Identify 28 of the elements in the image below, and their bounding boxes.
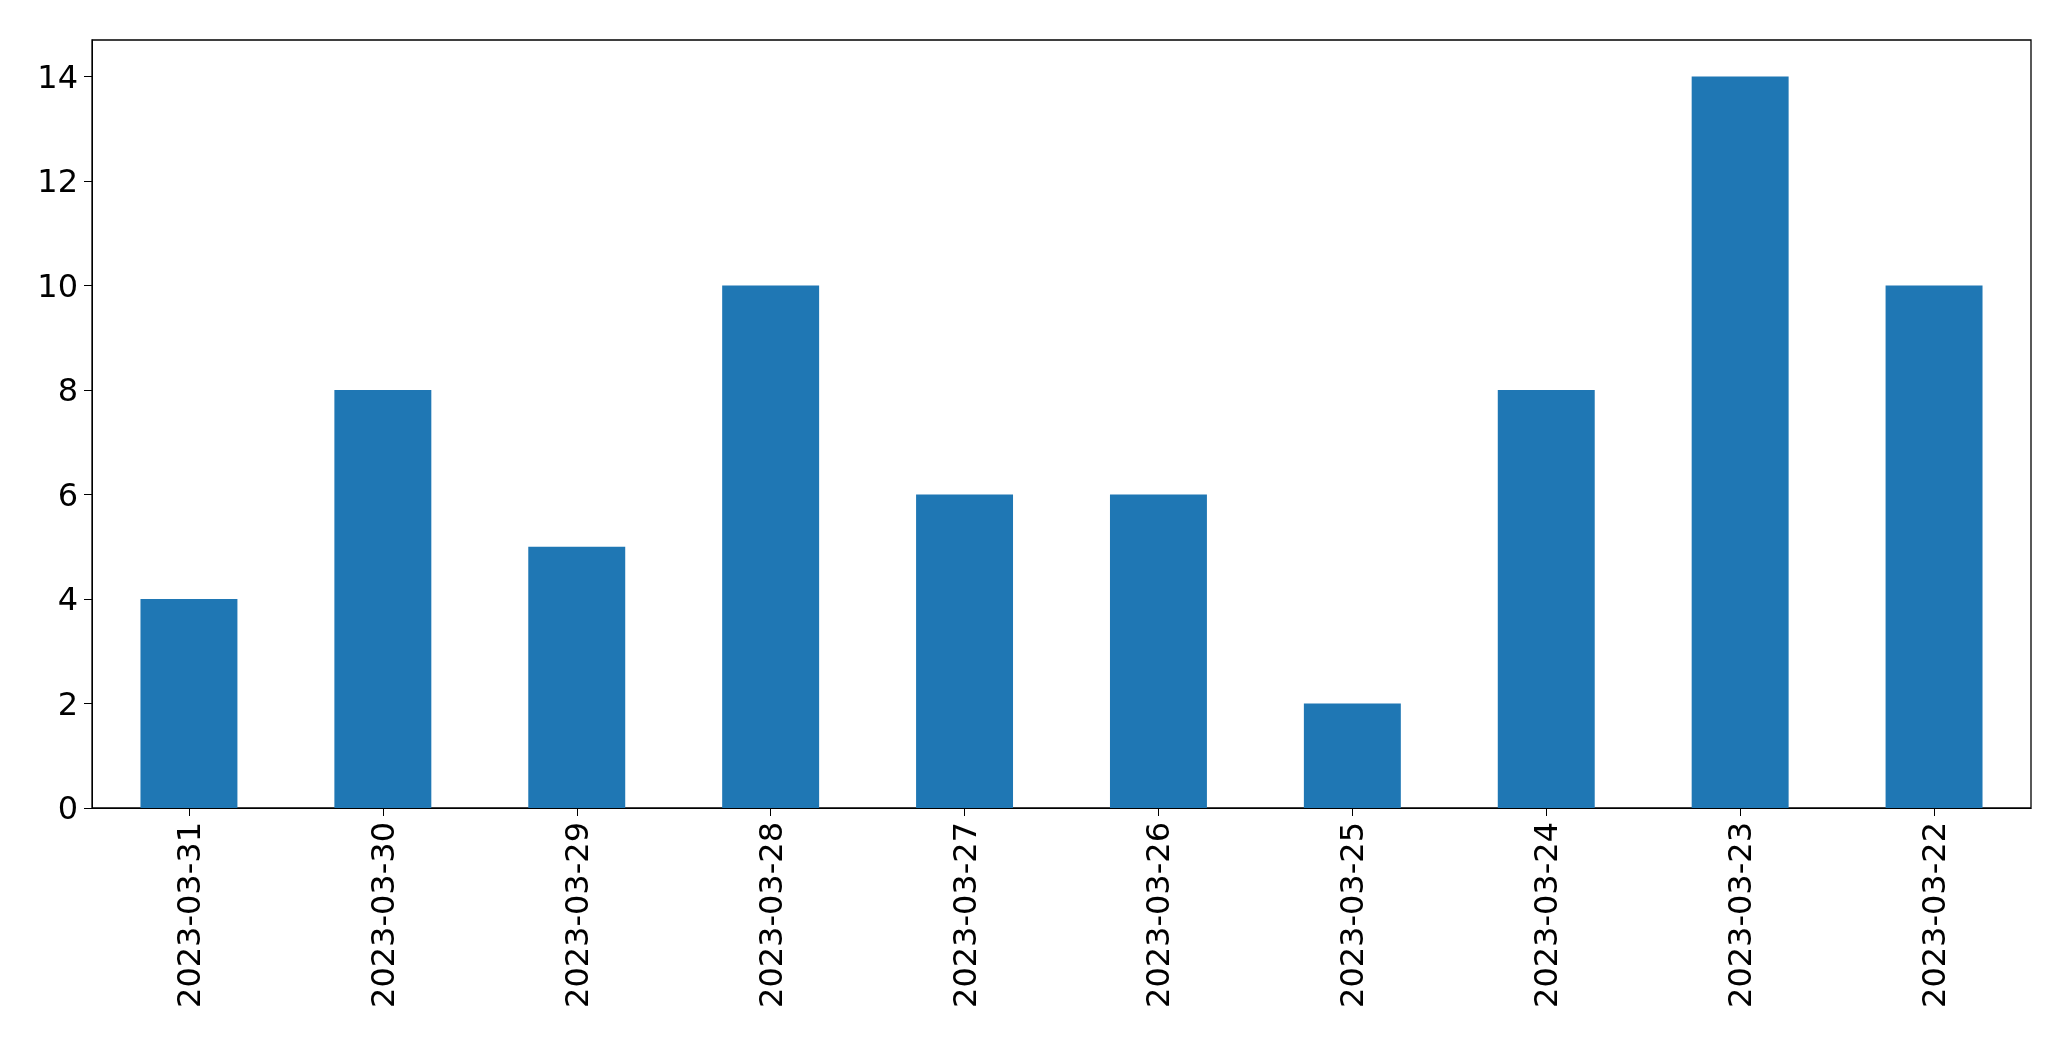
x-tick-label: 2023-03-30 [363, 822, 402, 1008]
x-tick-label: 2023-03-22 [1915, 822, 1954, 1008]
x-tick-label: 2023-03-25 [1333, 822, 1372, 1008]
x-tick-label: 2023-03-29 [557, 822, 596, 1008]
bar [528, 546, 626, 808]
x-tick-label: 2023-03-26 [1139, 822, 1178, 1008]
x-tick-label: 2023-03-24 [1527, 822, 1566, 1008]
y-tick-label: 8 [57, 371, 78, 410]
y-tick-label: 12 [37, 162, 78, 201]
bar [334, 390, 432, 808]
bar [1885, 285, 1983, 808]
bar [1497, 390, 1595, 808]
y-tick-label: 0 [57, 789, 78, 827]
y-tick-label: 10 [37, 266, 78, 305]
bar [1303, 703, 1401, 808]
bar [1109, 494, 1207, 808]
y-tick-label: 14 [37, 57, 78, 96]
y-tick-label: 2 [57, 684, 78, 723]
x-tick-label: 2023-03-31 [169, 822, 208, 1008]
bar [722, 285, 820, 808]
bar [1691, 76, 1789, 808]
bar [140, 599, 238, 808]
bar [916, 494, 1014, 808]
x-tick-label: 2023-03-28 [751, 822, 790, 1008]
y-tick-label: 6 [57, 475, 78, 514]
y-tick-label: 4 [57, 580, 78, 619]
x-tick-label: 2023-03-27 [945, 822, 984, 1008]
x-tick-label: 2023-03-23 [1721, 822, 1760, 1008]
